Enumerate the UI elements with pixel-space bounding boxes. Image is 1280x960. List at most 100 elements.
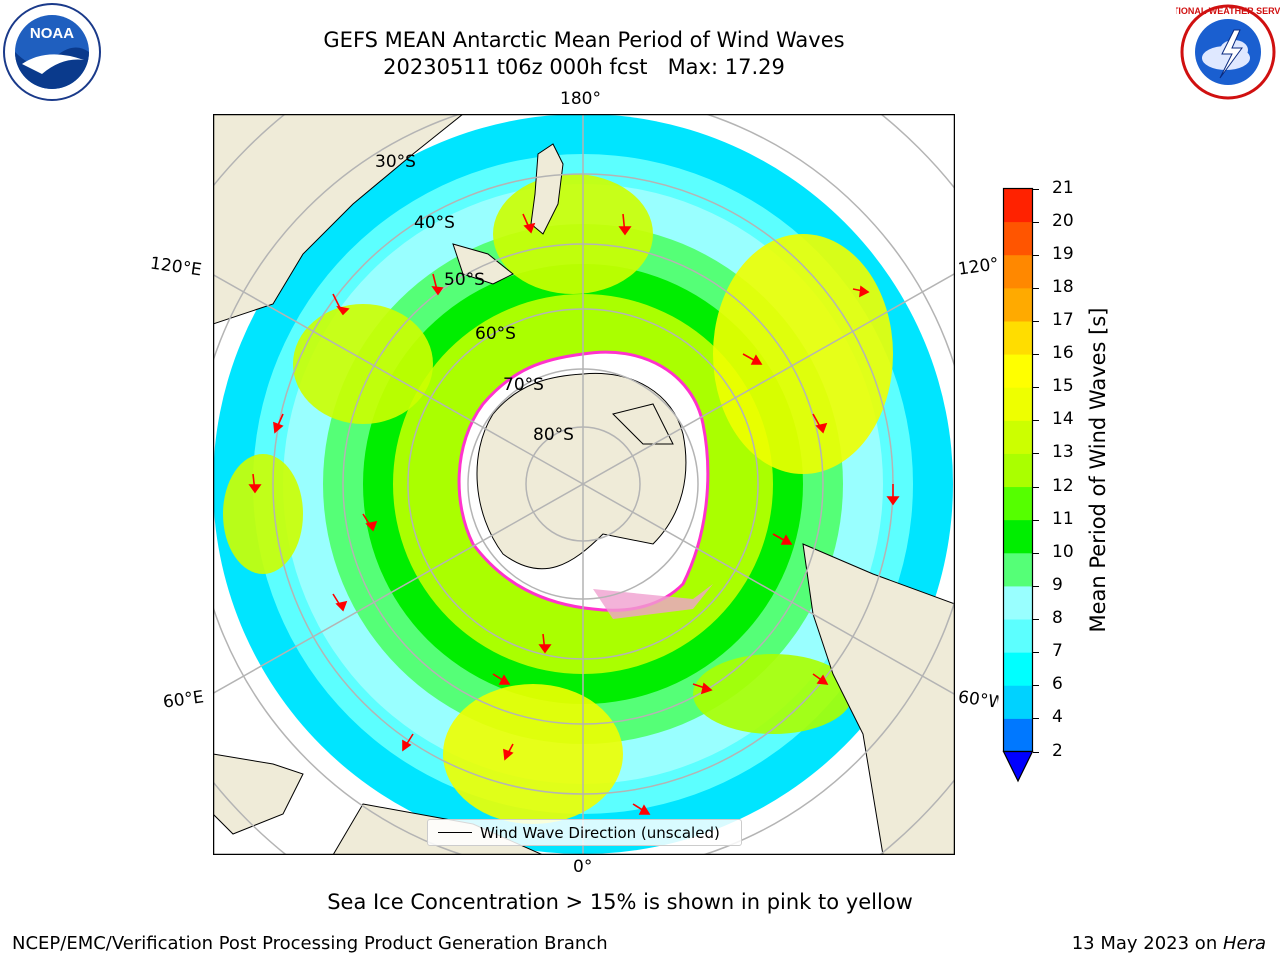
- colorbar-tick: [1033, 552, 1039, 554]
- lon-label-bottom: 0°: [573, 857, 593, 877]
- lat-label: 80°S: [533, 425, 574, 445]
- colorbar-tick-label: 2: [1052, 740, 1063, 761]
- colorbar-tick: [1033, 652, 1039, 654]
- lat-label: 70°S: [503, 375, 544, 395]
- colorbar-band: [1003, 718, 1033, 752]
- colorbar-tick-label: 6: [1052, 674, 1063, 695]
- colorbar-band: [1003, 287, 1033, 322]
- colorbar-band: [1003, 652, 1033, 686]
- colorbar-tick-label: 13: [1052, 442, 1074, 463]
- colorbar-tick: [1033, 585, 1039, 587]
- lat-label: 50°S: [444, 270, 485, 290]
- svg-text:NATIONAL WEATHER SERVICE: NATIONAL WEATHER SERVICE: [1176, 6, 1280, 16]
- colorbar-tick: [1033, 420, 1039, 422]
- colorbar-band: [1003, 519, 1033, 554]
- footer-host: Hera: [1222, 933, 1266, 954]
- wind-wave-arrows: [248, 213, 900, 815]
- colorbar-extend-min: [1002, 750, 1034, 783]
- arrow: [503, 743, 514, 761]
- colorbar-band: [1003, 585, 1033, 620]
- antarctica: [457, 350, 713, 619]
- colorbar-tick-label: 17: [1052, 309, 1074, 330]
- arrow: [248, 473, 262, 494]
- lon-label-left-upper: 120°E: [148, 253, 203, 281]
- nws-logo: NATIONAL WEATHER SERVICE: [1176, 4, 1280, 100]
- footer-date: 13 May 2023 on Hera: [1072, 933, 1266, 954]
- colorbar-tick-label: 19: [1052, 243, 1074, 264]
- colorbar-tick-label: 15: [1052, 376, 1074, 397]
- arrow: [492, 673, 511, 685]
- colorbar-band: [1003, 486, 1033, 521]
- footer-date-text: 13 May 2023 on: [1071, 933, 1223, 954]
- colorbar-tick-label: 18: [1052, 276, 1074, 297]
- map-legend: Wind Wave Direction (unscaled): [427, 819, 742, 846]
- sea-ice-note-text: Sea Ice Concentration > 15% is shown in …: [327, 890, 913, 914]
- lat-label: 30°S: [375, 152, 416, 172]
- colorbar-band: [1003, 420, 1033, 454]
- colorbar-tick-label: 9: [1052, 574, 1063, 595]
- colorbar-tick: [1033, 221, 1039, 223]
- arrow: [742, 353, 763, 365]
- colorbar-tick: [1033, 453, 1039, 455]
- arrow: [632, 803, 651, 815]
- arrow: [362, 513, 378, 532]
- arrow: [852, 285, 870, 298]
- colorbar-band: [1003, 685, 1033, 719]
- colorbar-tick-label: 8: [1052, 608, 1063, 629]
- colorbar-tick: [1033, 254, 1039, 256]
- colorbar-band: [1003, 552, 1033, 587]
- colorbar-tick: [1033, 685, 1039, 687]
- lat-label: 40°S: [414, 213, 455, 233]
- lat-label: 60°S: [475, 324, 516, 344]
- colorbar-tick-label: 14: [1052, 409, 1074, 430]
- colorbar-tick-label: 21: [1052, 177, 1074, 198]
- colorbar-tick-label: 7: [1052, 641, 1063, 662]
- arrow: [886, 484, 900, 506]
- legend-entry: Wind Wave Direction (unscaled): [480, 823, 720, 842]
- colorbar-tick-label: 16: [1052, 343, 1074, 364]
- arrow: [812, 673, 829, 685]
- colorbar-tick-label: 4: [1052, 707, 1063, 728]
- colorbar-tick-label: 10: [1052, 541, 1074, 562]
- arrow: [332, 293, 350, 316]
- colorbar-band: [1003, 387, 1033, 421]
- colorbar-tick: [1033, 486, 1039, 488]
- arrow: [522, 213, 536, 234]
- lon-label-right-lower: 60°W: [956, 687, 1000, 713]
- arrow: [402, 733, 414, 752]
- colorbar-tick-label: 20: [1052, 210, 1074, 231]
- colorbar-tick-label: 11: [1052, 508, 1074, 529]
- graticule: [213, 114, 955, 855]
- lon-label-top: 180°: [560, 89, 601, 109]
- polar-map: [213, 114, 955, 855]
- colorbar: [1002, 187, 1034, 783]
- arrow: [538, 633, 552, 654]
- colorbar-tick: [1033, 718, 1039, 720]
- legend-line-icon: [438, 832, 472, 833]
- chart-title: GEFS MEAN Antarctic Mean Period of Wind …: [323, 28, 845, 52]
- noaa-logo-text: NOAA: [30, 25, 74, 42]
- lon-label-left-lower: 60°E: [161, 687, 206, 713]
- arrow: [812, 413, 828, 434]
- colorbar-tick-label: 12: [1052, 475, 1074, 496]
- colorbar-tick: [1033, 287, 1039, 289]
- colorbar-band: [1003, 221, 1033, 256]
- footer-credit: NCEP/EMC/Verification Post Processing Pr…: [12, 933, 608, 954]
- colorbar-label: Mean Period of Wind Waves [s]: [1086, 307, 1110, 633]
- colorbar-tick: [1033, 188, 1039, 190]
- arrow: [332, 593, 348, 612]
- colorbar-band: [1003, 320, 1033, 355]
- colorbar-tick: [1033, 619, 1039, 621]
- arrow: [692, 682, 713, 695]
- arrow: [431, 273, 444, 296]
- arrow: [772, 533, 793, 545]
- lon-label-right-upper: 120°: [956, 254, 1001, 280]
- chart-subtitle: 20230511 t06z 000h fcst Max: 17.29: [383, 55, 785, 79]
- colorbar-band: [1003, 254, 1033, 289]
- arrow: [618, 213, 632, 236]
- noaa-logo: NOAA: [3, 3, 101, 101]
- colorbar-tick: [1033, 751, 1039, 753]
- sea-ice-note: Sea Ice Concentration > 15% is shown in …: [0, 890, 1280, 914]
- colorbar-band: [1003, 619, 1033, 653]
- colorbar-tick: [1033, 519, 1039, 521]
